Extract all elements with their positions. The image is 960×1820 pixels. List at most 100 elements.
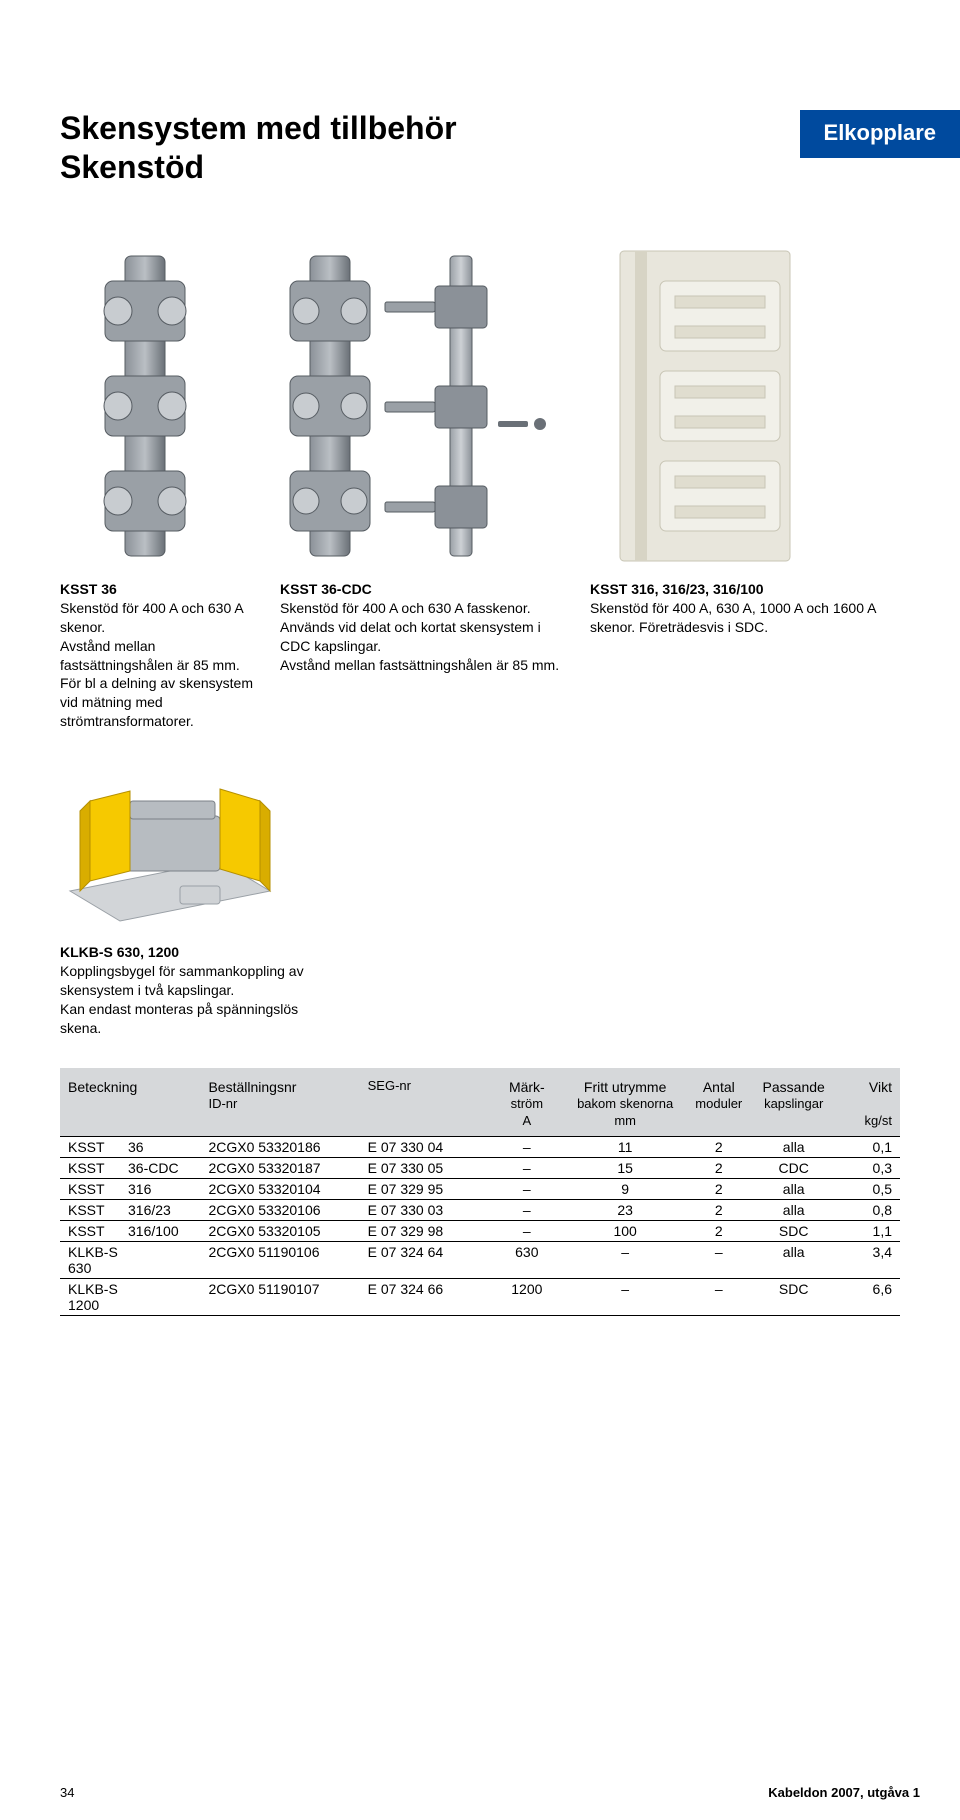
th-label: Märk- [509,1079,545,1095]
th-sub: kapslingar [752,1096,836,1113]
th-unit: A [489,1113,564,1130]
document-id: Kabeldon 2007, utgåva 1 [768,1785,920,1800]
cell-idnr: 2CGX0 51190107 [208,1281,367,1313]
cell-idnr: 2CGX0 53320105 [208,1223,367,1239]
cell-fritt: 11 [564,1139,686,1155]
th-sub: SEG-nr [368,1078,490,1095]
figure-klkbs-image [60,761,280,931]
th-label: Passande [763,1079,825,1095]
th-passande: Passande kapslingar [752,1078,836,1130]
cell-antal: 2 [686,1139,752,1155]
th-unit: mm [564,1113,686,1130]
page-footer: 34 Kabeldon 2007, utgåva 1 [60,1785,920,1800]
caption-title: KSST 36-CDC [280,580,570,599]
cell-beteckning: KSST316 [68,1181,208,1197]
cell-beteckning: KSST36 [68,1139,208,1155]
figure-ksst36cdc-caption: KSST 36-CDC Skenstöd för 400 A och 630 A… [280,580,570,674]
th-sub: moduler [686,1096,752,1113]
th-sub: ström [489,1096,564,1113]
th-unit: kg/st [836,1113,892,1130]
caption-title: KSST 36 [60,580,260,599]
figure-ksst36cdc-image [280,246,550,566]
cell-antal: 2 [686,1202,752,1218]
cell-markstrom: – [489,1202,564,1218]
table-body: KSST362CGX0 53320186E 07 330 04–112alla0… [60,1136,900,1316]
th-sub: bakom skenorna [564,1096,686,1113]
th-label: Beteckning [68,1079,137,1095]
cell-beteckning: KSST316/100 [68,1223,208,1239]
cell-segnr: E 07 330 05 [368,1160,490,1176]
cell-segnr: E 07 330 04 [368,1139,490,1155]
caption-body: Skenstöd för 400 A och 630 A fasskenor. … [280,599,570,675]
cell-vikt: 0,8 [836,1202,892,1218]
caption-title: KLKB-S 630, 1200 [60,943,340,962]
page-title: Skensystem med tillbehör [60,110,900,147]
cell-passande: SDC [752,1223,836,1239]
cell-markstrom: – [489,1223,564,1239]
th-label: Vikt [869,1079,892,1095]
table-row: KSST316/1002CGX0 53320105E 07 329 98–100… [60,1221,900,1242]
page-number: 34 [60,1785,74,1800]
cell-segnr: E 07 329 95 [368,1181,490,1197]
figure-ksst36-image [60,246,230,566]
cell-markstrom: – [489,1160,564,1176]
cell-idnr: 2CGX0 53320106 [208,1202,367,1218]
cell-beteckning: KLKB-S 630 [68,1244,208,1276]
content-area: Skensystem med tillbehör Skenstöd [0,110,960,1316]
spec-table: Beteckning Beställningsnr ID-nr SEG-nr M… [60,1068,900,1316]
th-vikt: Vikt kg/st [836,1078,892,1130]
cell-passande: alla [752,1181,836,1197]
cell-passande: SDC [752,1281,836,1313]
cell-beteckning: KSST36-CDC [68,1160,208,1176]
th-segnr: SEG-nr [368,1078,490,1130]
th-fritt: Fritt utrymme bakom skenorna mm [564,1078,686,1130]
th-bestallningsnr: Beställningsnr ID-nr [208,1078,367,1130]
table-row: KSST362CGX0 53320186E 07 330 04–112alla0… [60,1136,900,1158]
figure-klkbs: KLKB-S 630, 1200 Kopplingsbygel för samm… [60,761,340,1037]
th-antal: Antal moduler [686,1078,752,1130]
th-sub [836,1096,892,1113]
cell-markstrom: – [489,1139,564,1155]
mid-figures-row: KLKB-S 630, 1200 Kopplingsbygel för samm… [60,761,900,1037]
th-label: Fritt utrymme [584,1079,666,1095]
cell-antal: – [686,1244,752,1276]
cell-fritt: 9 [564,1181,686,1197]
caption-body: Skenstöd för 400 A, 630 A, 1000 A och 16… [590,599,900,637]
th-markstrom: Märk- ström A [489,1078,564,1130]
th-label: Beställningsnr [208,1079,296,1095]
cell-antal: 2 [686,1160,752,1176]
cell-fritt: – [564,1244,686,1276]
cell-segnr: E 07 330 03 [368,1202,490,1218]
caption-title: KSST 316, 316/23, 316/100 [590,580,900,599]
cell-beteckning: KSST316/23 [68,1202,208,1218]
cell-vikt: 0,1 [836,1139,892,1155]
figure-klkbs-caption: KLKB-S 630, 1200 Kopplingsbygel för samm… [60,943,340,1037]
cell-markstrom: 1200 [489,1281,564,1313]
table-header: Beteckning Beställningsnr ID-nr SEG-nr M… [60,1068,900,1136]
cell-vikt: 0,5 [836,1181,892,1197]
figure-ksst316-caption: KSST 316, 316/23, 316/100 Skenstöd för 4… [590,580,900,637]
figure-ksst316-image [590,246,860,566]
section-badge: Elkopplare [800,110,960,158]
figure-ksst36cdc: KSST 36-CDC Skenstöd för 400 A och 630 A… [280,246,570,731]
th-beteckning: Beteckning [68,1078,208,1130]
cell-vikt: 6,6 [836,1281,892,1313]
cell-idnr: 2CGX0 51190106 [208,1244,367,1276]
page-subtitle: Skenstöd [60,149,900,186]
cell-fritt: 100 [564,1223,686,1239]
cell-vikt: 0,3 [836,1160,892,1176]
cell-segnr: E 07 324 66 [368,1281,490,1313]
cell-beteckning: KLKB-S 1200 [68,1281,208,1313]
cell-idnr: 2CGX0 53320104 [208,1181,367,1197]
top-figures-row: KSST 36 Skenstöd för 400 A och 630 A ske… [60,246,900,731]
cell-markstrom: 630 [489,1244,564,1276]
table-row: KSST3162CGX0 53320104E 07 329 95–92alla0… [60,1179,900,1200]
cell-antal: – [686,1281,752,1313]
table-row: KSST36-CDC2CGX0 53320187E 07 330 05–152C… [60,1158,900,1179]
cell-antal: 2 [686,1223,752,1239]
cell-antal: 2 [686,1181,752,1197]
cell-fritt: – [564,1281,686,1313]
cell-markstrom: – [489,1181,564,1197]
figure-ksst36-caption: KSST 36 Skenstöd för 400 A och 630 A ske… [60,580,260,731]
cell-fritt: 15 [564,1160,686,1176]
